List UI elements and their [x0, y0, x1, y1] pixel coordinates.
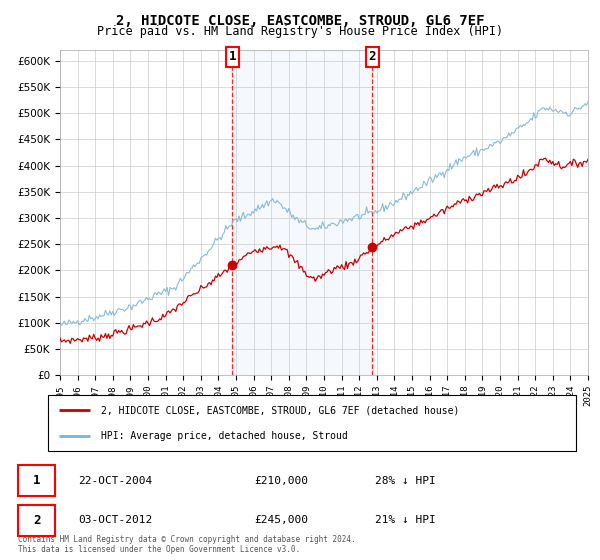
FancyBboxPatch shape — [18, 465, 55, 496]
Bar — [232, 50, 373, 375]
Text: 2: 2 — [33, 514, 41, 527]
Text: 2, HIDCOTE CLOSE, EASTCOMBE, STROUD, GL6 7EF (detached house): 2, HIDCOTE CLOSE, EASTCOMBE, STROUD, GL6… — [101, 405, 459, 416]
Text: 03-OCT-2012: 03-OCT-2012 — [78, 515, 152, 525]
Text: 21% ↓ HPI: 21% ↓ HPI — [375, 515, 436, 525]
Text: £245,000: £245,000 — [254, 515, 308, 525]
Text: 2: 2 — [368, 50, 376, 63]
Text: HPI: Average price, detached house, Stroud: HPI: Average price, detached house, Stro… — [101, 431, 347, 441]
Text: 1: 1 — [229, 50, 236, 63]
Text: £210,000: £210,000 — [254, 476, 308, 486]
Text: Contains HM Land Registry data © Crown copyright and database right 2024.
This d: Contains HM Land Registry data © Crown c… — [18, 535, 355, 554]
Text: 1: 1 — [33, 474, 41, 487]
Text: 2, HIDCOTE CLOSE, EASTCOMBE, STROUD, GL6 7EF: 2, HIDCOTE CLOSE, EASTCOMBE, STROUD, GL6… — [116, 14, 484, 28]
Text: 22-OCT-2004: 22-OCT-2004 — [78, 476, 152, 486]
Text: 28% ↓ HPI: 28% ↓ HPI — [375, 476, 436, 486]
Text: Price paid vs. HM Land Registry's House Price Index (HPI): Price paid vs. HM Land Registry's House … — [97, 25, 503, 38]
FancyBboxPatch shape — [18, 505, 55, 536]
FancyBboxPatch shape — [48, 395, 576, 451]
